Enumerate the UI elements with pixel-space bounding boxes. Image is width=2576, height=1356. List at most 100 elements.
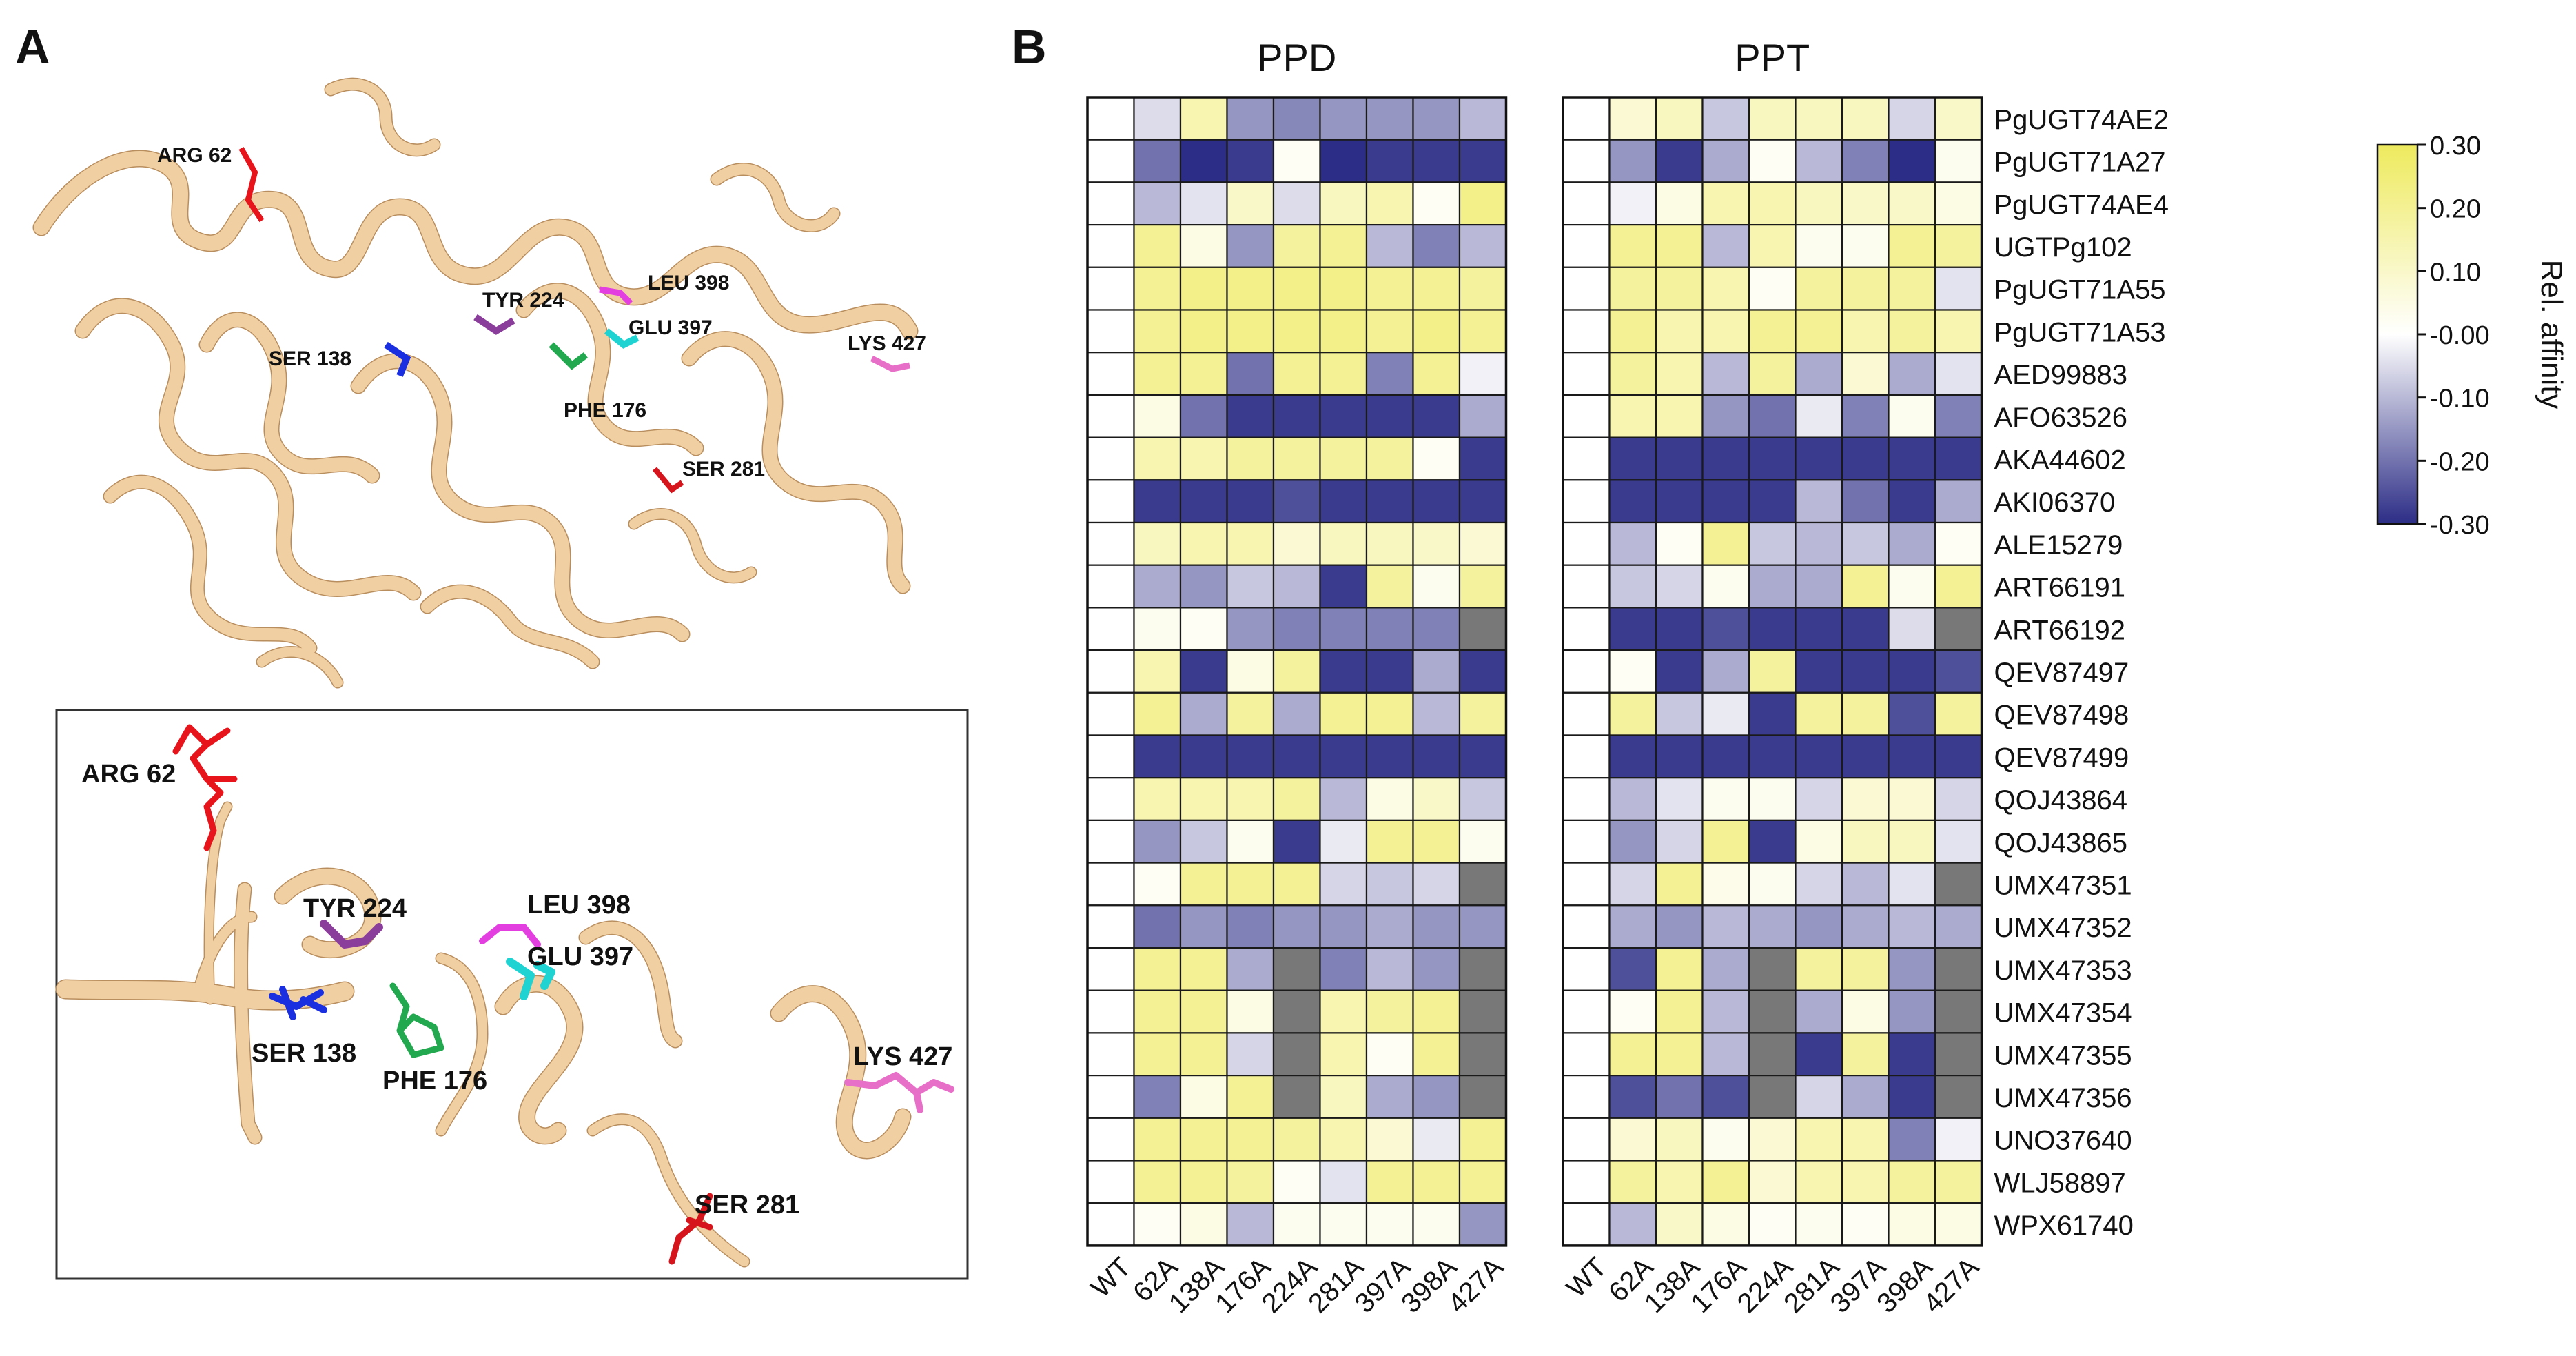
heatmap-cell [1458, 96, 1507, 141]
heatmap-cell [1179, 266, 1228, 311]
heatmap-cell [1888, 819, 1936, 864]
heatmap-cell [1795, 819, 1843, 864]
heatmap-cell [1795, 309, 1843, 354]
heatmap-cell [1934, 1074, 1983, 1119]
heatmap-cell [1562, 309, 1611, 354]
heatmap-cell [1272, 904, 1321, 949]
heatmap-cell [1226, 734, 1275, 779]
heatmap-cell [1655, 224, 1704, 268]
heatmap-cell [1226, 1160, 1275, 1204]
heatmap-cell [1365, 1160, 1414, 1204]
heatmap-cell [1133, 904, 1182, 949]
heatmap-cell [1841, 96, 1890, 141]
heatmap-cell [1701, 181, 1750, 226]
heatmap-cell [1795, 181, 1843, 226]
heatmap-cell [1086, 904, 1135, 949]
y-tick-label: AFO63526 [1994, 403, 2127, 433]
zoom-label-leu398: LEU 398 [527, 891, 631, 920]
heatmap-cell [1272, 734, 1321, 779]
y-tick-label: AKI06370 [1994, 487, 2116, 518]
heatmap-cell [1608, 394, 1657, 438]
heatmap-cell [1133, 1117, 1182, 1162]
y-tick-label: UMX47351 [1994, 870, 2132, 900]
heatmap-cell [1888, 521, 1936, 566]
label-lys427: LYS 427 [848, 332, 926, 355]
heatmap-cell [1934, 564, 1983, 609]
heatmap-cell [1795, 734, 1843, 779]
heatmap-cell [1655, 352, 1704, 396]
heatmap-cell [1133, 96, 1182, 141]
heatmap-cell [1562, 1032, 1611, 1077]
label-ser138: SER 138 [269, 347, 351, 370]
heatmap-cell [1655, 862, 1704, 907]
colorbar-tick-label: -0.10 [2430, 385, 2490, 414]
heatmap-cell [1562, 352, 1611, 396]
heatmap-cell [1086, 1032, 1135, 1077]
heatmap-cell [1562, 1202, 1611, 1246]
heatmap-cell [1133, 139, 1182, 183]
heatmap-cell [1365, 96, 1414, 141]
y-tick-label: PgUGT71A53 [1994, 317, 2166, 347]
heatmap-cell [1458, 691, 1507, 736]
heatmap-cell [1795, 1160, 1843, 1204]
heatmap-cell [1179, 734, 1228, 779]
heatmap-cell [1841, 1202, 1890, 1246]
heatmap-cell [1319, 777, 1368, 821]
heatmap-cell [1934, 1117, 1983, 1162]
heatmap-cell [1319, 266, 1368, 311]
heatmap-cell [1608, 1160, 1657, 1204]
residue-ser138-stick [384, 341, 411, 377]
heatmap-cell [1888, 649, 1936, 694]
heatmap-cell [1458, 904, 1507, 949]
heatmap-cell [1412, 521, 1461, 566]
heatmap-cell [1701, 96, 1750, 141]
heatmap-cell [1795, 1202, 1843, 1246]
heatmap-cell [1701, 819, 1750, 864]
heatmap-cell [1701, 691, 1750, 736]
heatmap-cell [1179, 1074, 1228, 1119]
heatmap-cell [1608, 989, 1657, 1034]
heatmap-cell [1934, 352, 1983, 396]
heatmap-cell [1795, 479, 1843, 524]
heatmap-cell [1562, 224, 1611, 268]
protein-structure-panel: ARG 62 SER 138 PHE 176 TYR 224 SER 281 G… [0, 0, 1006, 1353]
heatmap-cell [1934, 947, 1983, 991]
heatmap-cell [1319, 1202, 1368, 1246]
heatmap-cell [1365, 734, 1414, 779]
heatmap-cell [1179, 1117, 1228, 1162]
heatmap-cell [1748, 989, 1797, 1034]
heatmap-cell [1841, 564, 1890, 609]
heatmap-cell [1365, 1074, 1414, 1119]
heatmap-cell [1795, 691, 1843, 736]
heatmap-cell [1458, 862, 1507, 907]
heatmap-cell [1365, 352, 1414, 396]
label-glu397: GLU 397 [628, 316, 713, 339]
heatmap-cell [1701, 139, 1750, 183]
heatmap-cell [1179, 691, 1228, 736]
heatmap-cell [1412, 1160, 1461, 1204]
colorbar-tick-label: 0.30 [2430, 132, 2481, 161]
heatmap-cell [1179, 649, 1228, 694]
heatmap-cell [1701, 266, 1750, 311]
heatmap-cell [1608, 479, 1657, 524]
heatmap-cell [1748, 181, 1797, 226]
colorbar [2376, 143, 2419, 525]
heatmap-cell [1608, 181, 1657, 226]
heatmap-cell [1179, 479, 1228, 524]
heatmap-cell [1412, 649, 1461, 694]
heatmap-cell [1365, 1117, 1414, 1162]
heatmap-cell [1226, 224, 1275, 268]
heatmap-cell [1841, 1160, 1890, 1204]
heatmap-cell [1841, 947, 1890, 991]
heatmap-cell [1748, 1074, 1797, 1119]
heatmap-cell [1841, 521, 1890, 566]
y-tick-label: PgUGT71A55 [1994, 275, 2166, 305]
heatmap-cell [1458, 521, 1507, 566]
heatmap-cell [1841, 394, 1890, 438]
heatmap-cell [1086, 947, 1135, 991]
heatmap-cell [1086, 862, 1135, 907]
heatmap-cell [1888, 224, 1936, 268]
heatmap-cell [1562, 564, 1611, 609]
y-tick-label: UMX47352 [1994, 913, 2132, 943]
heatmap-cell [1934, 521, 1983, 566]
